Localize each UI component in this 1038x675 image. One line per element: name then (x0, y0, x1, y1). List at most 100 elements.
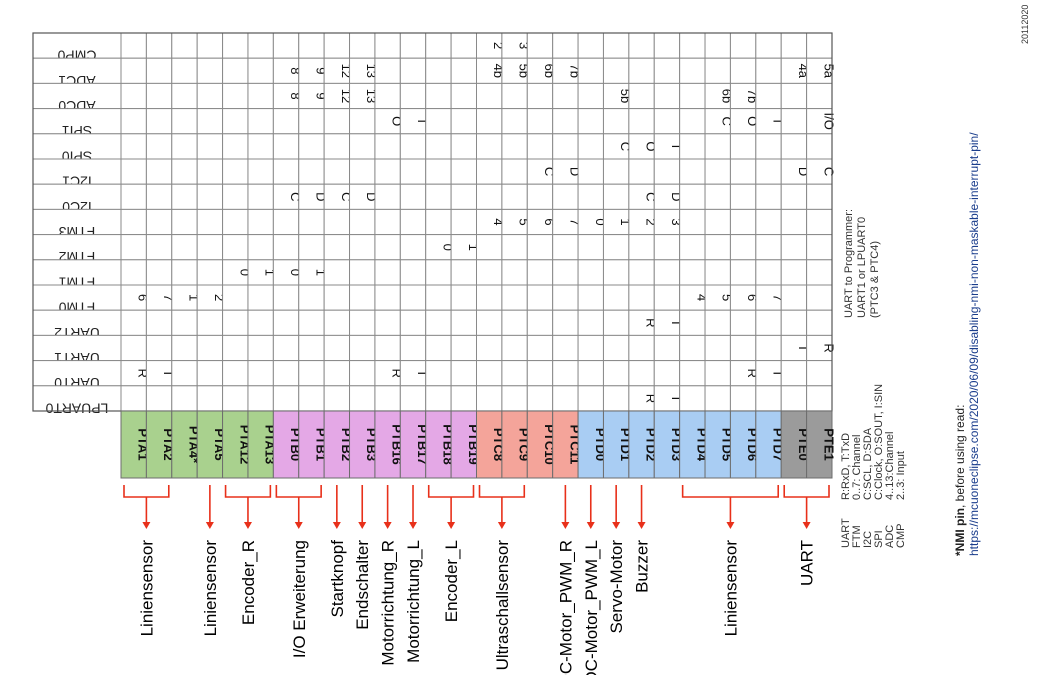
pin-cell (552, 410, 579, 479)
pin-cell (222, 410, 249, 479)
table-cell (247, 183, 274, 210)
table-cell (806, 284, 833, 311)
nmi-note-url[interactable]: https://mcuoneclipse.com/2020/06/09/disa… (967, 132, 981, 556)
function-label: DC-Motor_PWM_L (582, 540, 601, 675)
programmer-note-line-3: (PTC3 & PTC4) (869, 241, 881, 318)
table-cell (145, 234, 173, 261)
function-label: Motorrichtung_L (404, 540, 423, 663)
table-cell (501, 133, 528, 160)
function-table: CMP0ADC1ADC0SPI1SPI0I2C1I2C0FTM3FTM2FTM1… (32, 32, 836, 416)
table-cell (145, 360, 173, 387)
cell-value: 1 (313, 269, 328, 276)
table-cell (704, 133, 731, 160)
arrow-down-icon (332, 522, 341, 529)
cell-value: I (669, 145, 684, 149)
table-cell (602, 284, 630, 311)
cell-value: T (415, 369, 430, 377)
table-cell (450, 82, 478, 110)
table-cell (120, 133, 147, 160)
cell-value: D (567, 167, 582, 176)
table-cell (602, 57, 630, 84)
table-cell (679, 385, 706, 412)
table-cell (145, 32, 173, 59)
table-cell (247, 284, 274, 311)
table-cell (120, 259, 147, 286)
programmer-note: UART to Programmer: UART1 or LPUART0 (PT… (843, 209, 881, 318)
table-cell (577, 133, 604, 160)
table-cell (349, 259, 376, 286)
table-cell (552, 57, 579, 84)
table-cell (349, 208, 376, 236)
table-cell (298, 108, 325, 135)
table-cell (806, 32, 833, 59)
cell-value: O (644, 141, 659, 151)
table-cell (425, 82, 452, 110)
table-cell (780, 82, 808, 110)
table-cell (755, 360, 782, 387)
table-cell (247, 133, 274, 160)
table-cell (196, 158, 224, 185)
table-cell (755, 385, 782, 412)
table-cell (704, 309, 731, 336)
header-cell (32, 133, 122, 160)
table-cell (171, 32, 198, 59)
table-cell (349, 108, 376, 135)
table-cell (704, 385, 731, 412)
header-cell (32, 82, 122, 110)
table-cell (806, 108, 833, 135)
cell-value: 1 (618, 218, 633, 225)
table-cell (476, 360, 503, 387)
table-cell (526, 183, 554, 210)
table-cell (806, 360, 833, 387)
table-cell (806, 82, 833, 110)
function-bracket: Motorrichtung_R (379, 485, 398, 666)
legend-value: 2..3: Input (895, 451, 907, 500)
table-cell (425, 32, 452, 59)
table-cell (755, 259, 782, 286)
table-cell (298, 158, 325, 185)
cell-value: C (821, 167, 836, 176)
table-cell (450, 259, 478, 286)
table-cell (526, 259, 554, 286)
table-cell (476, 259, 503, 286)
table-cell (171, 208, 198, 236)
table-cell (476, 234, 503, 261)
function-label: DC-Motor_PWM_R (556, 540, 575, 675)
table-cell (526, 108, 554, 135)
cell-value: D (364, 192, 379, 201)
table-cell (349, 360, 376, 387)
table-cell (298, 183, 325, 210)
table-cell (577, 259, 604, 286)
cell-value: 8 (288, 67, 303, 74)
table-cell (755, 108, 782, 135)
table-cell (476, 158, 503, 185)
cell-value: 4 (694, 294, 709, 301)
function-label: Liniensensor (721, 540, 740, 637)
cell-value: 3 (517, 42, 532, 49)
arrow-down-icon (383, 522, 392, 529)
legend-key: ADC (884, 525, 896, 548)
table-cell (171, 82, 198, 110)
table-cell (602, 385, 630, 412)
table-cell (806, 208, 833, 236)
table-cell (399, 334, 427, 362)
table-cell (476, 133, 503, 160)
pin-cell (272, 410, 300, 479)
table-cell (450, 183, 478, 210)
cell-value: I (415, 119, 430, 123)
table-cell (552, 183, 579, 210)
table-cell (247, 208, 274, 236)
table-cell (272, 208, 300, 236)
table-cell (679, 133, 706, 160)
pin-label-row: PTA1 PTA2 PTA4* PTA5 PTA12 PTA13 PTB0 PTB1 PTB2 P… (120, 410, 836, 479)
table-cell (120, 385, 147, 412)
table-cell (679, 32, 706, 59)
table-cell (806, 183, 833, 210)
table-cell (577, 32, 604, 59)
table-cell (298, 309, 325, 336)
function-bracket: Liniensensor (681, 485, 780, 637)
function-bracket: Encoder_L (427, 485, 475, 622)
table-cell (501, 158, 528, 185)
table-cell (222, 57, 249, 84)
table-cell (145, 309, 173, 336)
